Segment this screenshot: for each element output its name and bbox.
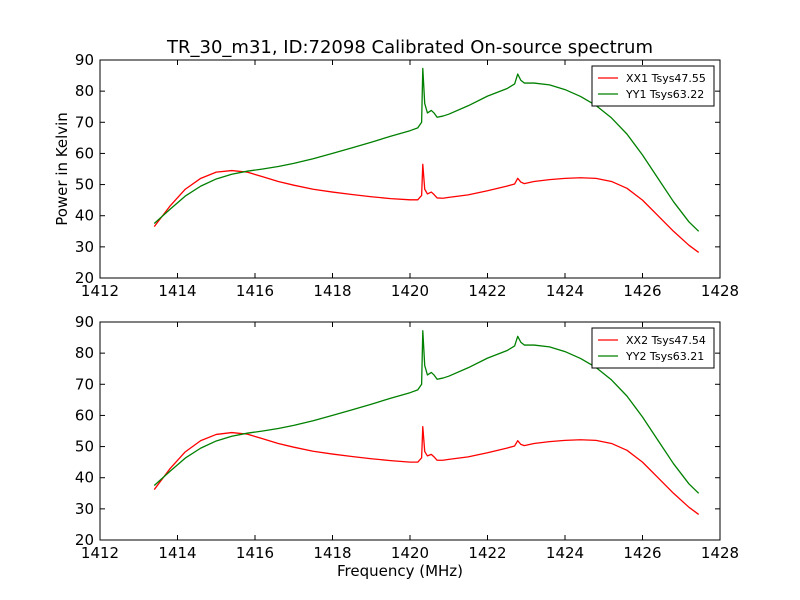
x-tick-label: 1414 bbox=[158, 544, 196, 562]
y-tick-label: 30 bbox=[75, 238, 94, 256]
series-line-1-2 bbox=[153, 67, 700, 232]
series-line-2-1 bbox=[153, 425, 700, 515]
plots: 1412 1414 1416 1418 1420 1422 1424 1426 1428 20 30… bbox=[53, 51, 739, 580]
y-tick-label: 30 bbox=[75, 500, 94, 518]
x-tick-label: 1426 bbox=[623, 282, 661, 300]
y-tick-label: 90 bbox=[75, 313, 94, 331]
series-line-1-1 bbox=[153, 163, 700, 253]
x-tick-label: 1416 bbox=[236, 282, 274, 300]
legend-label-2: YY2 Tsys63.21 bbox=[625, 350, 704, 363]
legend-label-1: XX2 Tsys47.54 bbox=[626, 334, 706, 347]
y-tick-label: 50 bbox=[75, 176, 94, 194]
y-tick-label: 90 bbox=[75, 51, 94, 69]
x-tick-label: 1420 bbox=[391, 544, 429, 562]
y-tick-label: 80 bbox=[75, 82, 94, 100]
x-tick-label: 1416 bbox=[236, 544, 274, 562]
legend-2: XX2 Tsys47.54 YY2 Tsys63.21 bbox=[591, 327, 715, 369]
y-tick-label: 60 bbox=[75, 406, 94, 424]
y-tick-label: 40 bbox=[75, 207, 94, 225]
chart-title: TR_30_m31, ID:72098 Calibrated On-source… bbox=[166, 37, 653, 58]
y-tick-label: 70 bbox=[75, 113, 94, 131]
x-axis-label: Frequency (MHz) bbox=[337, 562, 463, 580]
series-line-2-2 bbox=[153, 330, 700, 494]
x-tick-label: 1414 bbox=[158, 282, 196, 300]
y-axis-label: Power in Kelvin bbox=[53, 112, 71, 226]
x-tick-label: 1418 bbox=[313, 544, 351, 562]
subplot-2: 1412 1414 1416 1418 1420 1422 1424 1426 1428 20 30… bbox=[75, 313, 739, 580]
x-tick-label: 1424 bbox=[546, 282, 584, 300]
y-tick-label: 20 bbox=[75, 269, 94, 287]
legend-1: XX1 Tsys47.55 YY1 Tsys63.22 bbox=[591, 65, 715, 107]
x-tick-label: 1426 bbox=[623, 544, 661, 562]
x-tick-label: 1412 bbox=[81, 544, 119, 562]
legend-box bbox=[591, 327, 715, 369]
x-tick-label: 1428 bbox=[701, 282, 739, 300]
x-tick-label: 1418 bbox=[313, 282, 351, 300]
x-tick-label: 1424 bbox=[546, 544, 584, 562]
subplot-1: 1412 1414 1416 1418 1420 1422 1424 1426 1428 20 30… bbox=[53, 51, 739, 300]
legend-label-2: YY1 Tsys63.22 bbox=[625, 88, 704, 101]
x-tick-label: 1422 bbox=[468, 544, 506, 562]
y-tick-label: 70 bbox=[75, 375, 94, 393]
legend-label-1: XX1 Tsys47.55 bbox=[626, 72, 706, 85]
y-tick-label: 60 bbox=[75, 144, 94, 162]
x-tick-label: 1422 bbox=[468, 282, 506, 300]
y-tick-label: 40 bbox=[75, 469, 94, 487]
legend-box bbox=[591, 65, 715, 107]
y-tick-label: 80 bbox=[75, 344, 94, 362]
x-tick-label: 1420 bbox=[391, 282, 429, 300]
x-tick-label: 1428 bbox=[701, 544, 739, 562]
x-tick-label: 1412 bbox=[81, 282, 119, 300]
y-tick-label: 50 bbox=[75, 438, 94, 456]
y-tick-label: 20 bbox=[75, 531, 94, 549]
